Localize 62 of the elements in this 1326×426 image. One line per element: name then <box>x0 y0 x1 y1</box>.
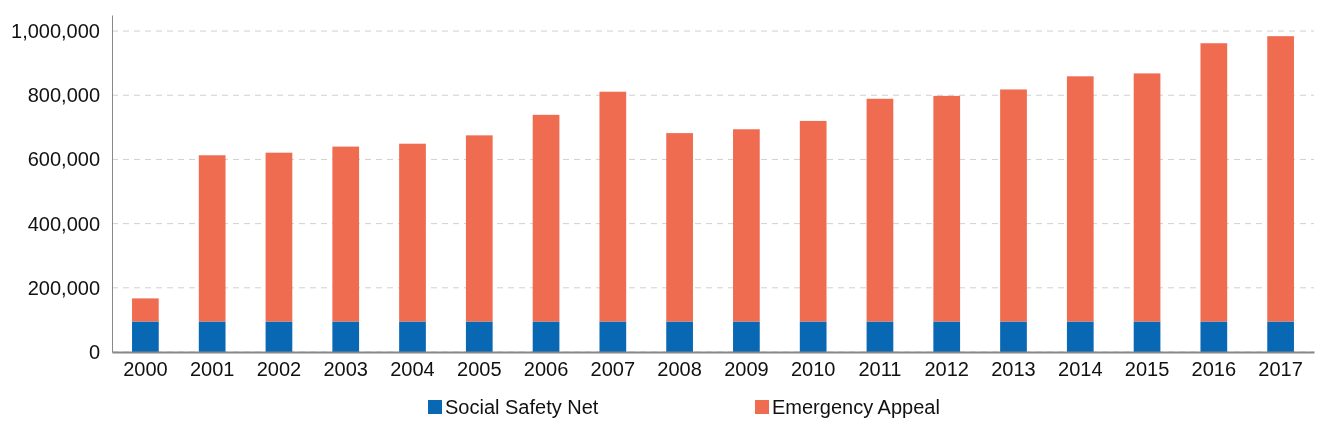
bar <box>733 129 760 322</box>
x-tick-label: 2011 <box>858 358 902 381</box>
bar <box>866 98 894 322</box>
bar <box>265 152 293 322</box>
bar <box>1267 321 1294 352</box>
bar <box>733 321 760 352</box>
x-tick-label: 2003 <box>323 358 368 381</box>
legend-label: Emergency Appeal <box>772 396 940 418</box>
x-tick-label: 2008 <box>657 358 702 381</box>
bar <box>1200 43 1228 322</box>
legend-label: Social Safety Net <box>445 396 599 418</box>
bar <box>198 155 226 322</box>
bar <box>132 298 159 322</box>
bar <box>1133 73 1161 322</box>
bar <box>1133 321 1161 352</box>
y-tick-label: 0 <box>88 340 100 363</box>
x-tick-label: 2013 <box>991 358 1036 381</box>
bar <box>399 321 426 352</box>
bar <box>1066 321 1094 352</box>
bar <box>933 95 961 322</box>
x-tick-label: 2017 <box>1258 358 1303 381</box>
bar <box>198 321 226 352</box>
bar <box>599 321 627 352</box>
y-tick-label: 400,000 <box>27 212 100 235</box>
x-tick-label: 2009 <box>724 358 769 381</box>
y-tick-label: 200,000 <box>27 276 100 299</box>
bar <box>465 321 493 352</box>
x-tick-label: 2002 <box>256 358 302 381</box>
bar <box>265 321 293 352</box>
x-tick-label: 2000 <box>123 358 168 381</box>
x-tick-label: 2015 <box>1124 358 1170 381</box>
bar <box>1267 36 1294 322</box>
bar <box>799 321 827 352</box>
bar <box>866 321 894 352</box>
bar <box>465 135 493 322</box>
bar <box>532 321 560 352</box>
bar <box>1000 321 1027 352</box>
x-tick-label: 2010 <box>790 358 836 381</box>
x-tick-label: 2014 <box>1058 358 1103 381</box>
y-tick-label: 1,000,000 <box>11 19 100 42</box>
bar <box>666 133 693 322</box>
x-tick-label: 2012 <box>924 358 969 381</box>
x-tick-label: 2006 <box>523 358 569 381</box>
bar <box>332 146 360 322</box>
bar <box>332 321 360 352</box>
bar <box>1200 321 1228 352</box>
bar <box>532 114 560 322</box>
x-tick-label: 2005 <box>457 358 502 381</box>
bar <box>799 120 827 322</box>
y-tick-label: 600,000 <box>27 148 100 171</box>
bar <box>933 321 961 352</box>
y-tick-label: 800,000 <box>27 84 100 107</box>
bar <box>399 143 426 322</box>
x-tick-label: 2007 <box>590 358 636 381</box>
x-tick-label: 2004 <box>390 358 435 381</box>
x-tick-label: 2001 <box>189 358 235 381</box>
bar <box>599 91 627 322</box>
bar <box>1000 89 1027 322</box>
x-tick-label: 2016 <box>1191 358 1237 381</box>
bar <box>1066 76 1094 322</box>
bar <box>666 321 693 352</box>
bar <box>132 321 159 352</box>
